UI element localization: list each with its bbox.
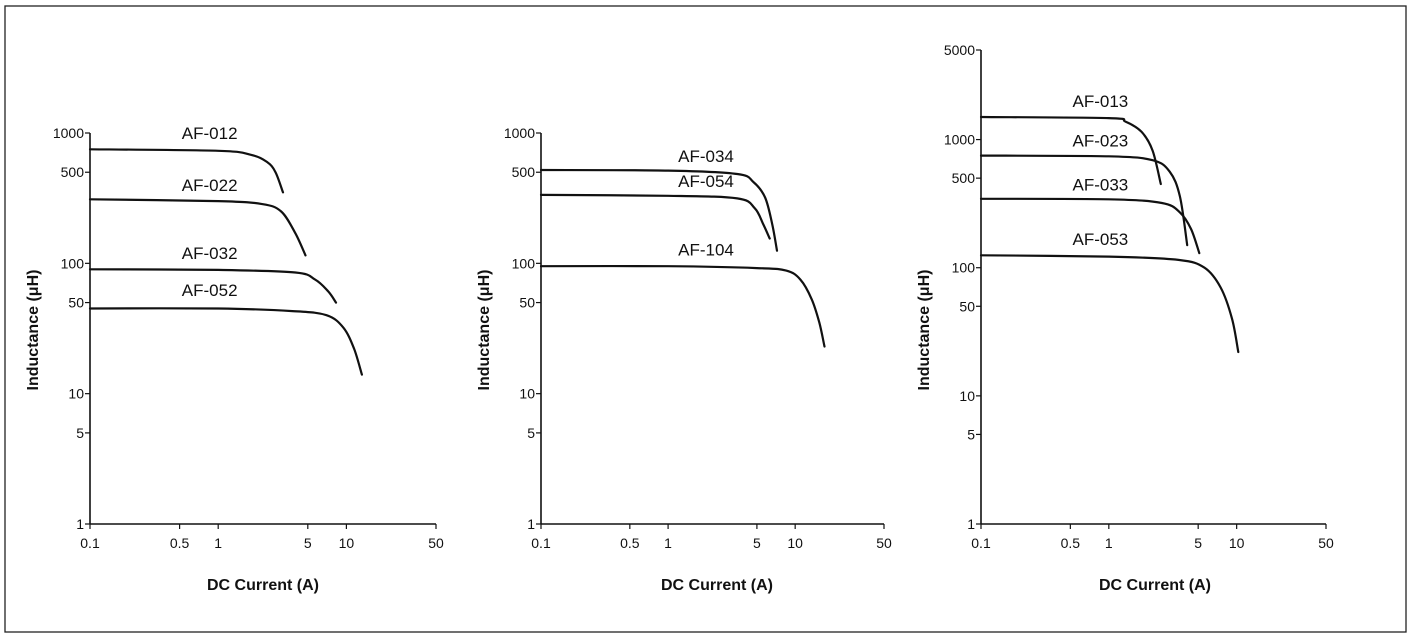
- series-label-af-034: AF-034: [678, 147, 734, 166]
- y-tick-label: 100: [61, 255, 85, 271]
- x-tick-label: 5: [1194, 535, 1202, 551]
- y-tick-label: 10: [519, 386, 535, 402]
- x-tick-label: 10: [339, 535, 355, 551]
- series-line-af-022: [88, 198, 307, 257]
- x-tick-label: 0.1: [531, 535, 551, 551]
- series-line-af-023: [979, 154, 1189, 247]
- y-tick-label: 1: [76, 516, 84, 532]
- series-label-af-023: AF-023: [1073, 132, 1129, 151]
- x-tick-label: 50: [876, 535, 892, 551]
- series-line-af-053: [979, 254, 1240, 354]
- series-label-af-032: AF-032: [182, 244, 238, 263]
- y-tick-label: 50: [519, 295, 535, 311]
- y-tick-label: 500: [952, 170, 976, 186]
- y-tick-label: 5: [527, 425, 535, 441]
- y-tick-label: 10: [959, 388, 975, 404]
- x-tick-label: 0.5: [170, 535, 190, 551]
- x-axis-title: DC Current (A): [207, 577, 319, 594]
- y-tick-label: 1000: [944, 132, 975, 148]
- series-line-af-034: [539, 168, 779, 252]
- series-label-af-054: AF-054: [678, 172, 734, 191]
- y-tick-label: 1000: [53, 125, 84, 141]
- x-tick-label: 1: [664, 535, 672, 551]
- x-tick-label: 10: [787, 535, 803, 551]
- y-tick-label: 500: [61, 164, 85, 180]
- series-label-af-104: AF-104: [678, 240, 734, 259]
- x-axis-title: DC Current (A): [1099, 577, 1211, 594]
- y-tick-label: 1: [527, 516, 535, 532]
- x-tick-label: 50: [428, 535, 444, 551]
- y-tick-label: 10: [68, 386, 84, 402]
- chart-panel-right: 1 5 10 50 100 500 1000 5000 0.1 0.5 1 5 10 50 DC Curre…: [916, 42, 1334, 594]
- y-tick-label: 100: [952, 260, 976, 276]
- y-tick-label: 500: [512, 164, 536, 180]
- x-tick-label: 50: [1318, 535, 1334, 551]
- y-tick-label: 5000: [944, 42, 975, 58]
- series-line-af-033: [979, 197, 1201, 255]
- chart-panels: 1 5 10 50 100 500 1000 0.1 0.5 1 5 10 50 DC Current (…: [25, 42, 1334, 594]
- series-line-af-104: [539, 264, 826, 348]
- x-tick-label: 1: [1105, 535, 1113, 551]
- series-label-af-013: AF-013: [1073, 92, 1129, 111]
- series-label-af-012: AF-012: [182, 124, 238, 143]
- figure-frame: [4, 5, 1407, 633]
- x-tick-label: 10: [1229, 535, 1245, 551]
- x-tick-label: 5: [304, 535, 312, 551]
- x-tick-label: 0.5: [1061, 535, 1081, 551]
- series-line-af-054: [539, 193, 771, 240]
- chart-panel-left: 1 5 10 50 100 500 1000 0.1 0.5 1 5 10 50 DC Current (…: [25, 124, 444, 594]
- x-tick-label: 5: [753, 535, 761, 551]
- series-line-af-032: [88, 268, 338, 304]
- y-tick-label: 5: [76, 425, 84, 441]
- series-label-af-022: AF-022: [182, 176, 238, 195]
- series-line-af-012: [88, 148, 285, 194]
- x-tick-label: 0.5: [620, 535, 640, 551]
- y-tick-label: 50: [68, 295, 84, 311]
- x-tick-label: 0.1: [80, 535, 100, 551]
- series-label-af-053: AF-053: [1073, 230, 1129, 249]
- series-line-af-052: [88, 307, 363, 376]
- x-tick-label: 0.1: [971, 535, 991, 551]
- y-tick-label: 5: [967, 426, 975, 442]
- y-tick-label: 1: [967, 516, 975, 532]
- series-label-af-052: AF-052: [182, 281, 238, 300]
- y-tick-label: 1000: [504, 125, 535, 141]
- y-axis-title: Inductance (μH): [25, 270, 42, 391]
- series-label-af-033: AF-033: [1073, 176, 1129, 195]
- x-tick-label: 1: [214, 535, 222, 551]
- y-axis-title: Inductance (μH): [916, 270, 933, 391]
- y-tick-label: 50: [959, 298, 975, 314]
- y-tick-label: 100: [512, 255, 536, 271]
- chart-panel-middle: 1 5 10 50 100 500 1000 0.1 0.5 1 5 10 50 DC Current (…: [476, 125, 892, 594]
- series-line-af-013: [979, 115, 1162, 186]
- x-axis-title: DC Current (A): [661, 577, 773, 594]
- y-axis-title: Inductance (μH): [476, 270, 493, 391]
